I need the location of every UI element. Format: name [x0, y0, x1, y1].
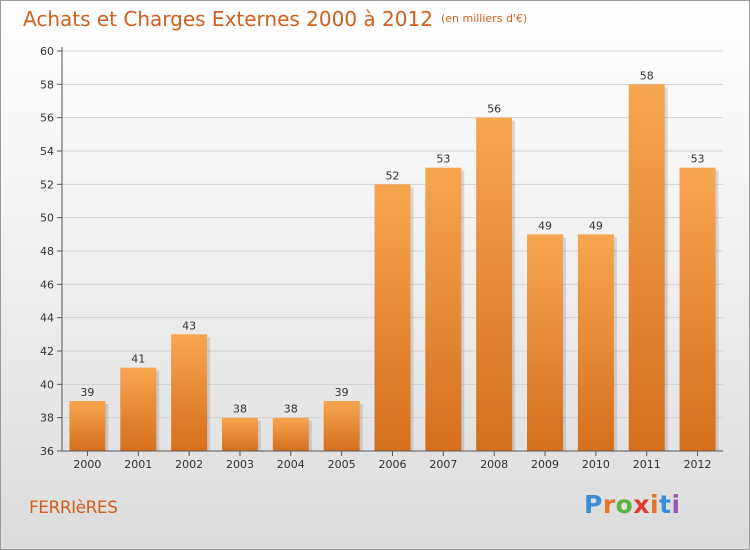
- logo-letter: t: [659, 490, 672, 519]
- bar-value-label: 39: [335, 386, 349, 399]
- bar-value-label: 43: [182, 319, 196, 332]
- bar-value-label: 53: [436, 153, 450, 166]
- bar: [323, 401, 360, 451]
- logo-letter: i: [671, 490, 681, 519]
- x-tick-label: 2002: [175, 458, 203, 471]
- x-tick-label: 2004: [277, 458, 305, 471]
- x-tick-label: 2012: [684, 458, 712, 471]
- bar: [577, 234, 614, 451]
- y-tick-label: 58: [40, 78, 54, 91]
- y-tick-label: 48: [40, 245, 54, 258]
- logo-letter: o: [615, 490, 634, 519]
- bar-value-label: 49: [538, 219, 552, 232]
- bar: [69, 401, 106, 451]
- bar-value-label: 52: [386, 169, 400, 182]
- bar-value-label: 38: [233, 403, 247, 416]
- x-tick-label: 2011: [633, 458, 661, 471]
- logo-letter: x: [633, 490, 650, 519]
- x-tick-label: 2003: [226, 458, 254, 471]
- x-tick-label: 2001: [124, 458, 152, 471]
- x-tick-label: 2008: [480, 458, 508, 471]
- bar-value-label: 56: [487, 103, 501, 116]
- x-tick-label: 2000: [73, 458, 101, 471]
- bar: [374, 184, 411, 452]
- bar-value-label: 39: [80, 386, 94, 399]
- y-tick-label: 38: [40, 412, 54, 425]
- bar: [120, 367, 157, 451]
- bar: [628, 84, 665, 451]
- logo-letter: i: [650, 490, 660, 519]
- y-tick-label: 56: [40, 112, 54, 125]
- x-tick-label: 2010: [582, 458, 610, 471]
- bar: [476, 117, 513, 452]
- x-tick-label: 2007: [429, 458, 457, 471]
- y-tick-label: 42: [40, 345, 54, 358]
- chart-unit: (en milliers d'€): [440, 12, 528, 25]
- y-tick-label: 44: [40, 312, 54, 325]
- bars: 39 41 43 38 38 39 52 53 56 49 49 58 53: [69, 69, 719, 452]
- bar: [272, 417, 309, 451]
- bar: [679, 167, 716, 451]
- y-tick-label: 60: [40, 45, 54, 58]
- bar-value-label: 58: [640, 69, 654, 82]
- bar: [221, 417, 258, 451]
- chart-title-text: Achats et Charges Externes 2000 à 2012: [23, 7, 433, 31]
- chart-title: Achats et Charges Externes 2000 à 2012 (e…: [23, 7, 527, 31]
- bar: [527, 234, 564, 451]
- y-tick-label: 52: [40, 178, 54, 191]
- logo-letter: r: [602, 490, 616, 519]
- logo-letter: P: [584, 490, 603, 519]
- bar: [425, 167, 462, 451]
- x-tick-label: 2005: [328, 458, 356, 471]
- bar-value-label: 49: [589, 219, 603, 232]
- bar-value-label: 41: [131, 353, 145, 366]
- bar: [171, 334, 208, 451]
- y-tick-label: 50: [40, 212, 54, 225]
- y-tick-label: 46: [40, 278, 54, 291]
- y-tick-label: 36: [40, 445, 54, 458]
- proxiti-logo: Proxiti: [584, 490, 681, 519]
- x-tick-label: 2006: [379, 458, 407, 471]
- x-tick-label: 2009: [531, 458, 559, 471]
- y-tick-label: 40: [40, 378, 54, 391]
- y-tick-label: 54: [40, 145, 54, 158]
- bar-value-label: 53: [691, 153, 705, 166]
- bar-value-label: 38: [284, 403, 298, 416]
- commune-name: FERRIèRES: [29, 498, 118, 518]
- axes: 36 38 40 42 44 46 48 50 52 54 56 58 60 2000 2001 2002 20…: [40, 45, 723, 471]
